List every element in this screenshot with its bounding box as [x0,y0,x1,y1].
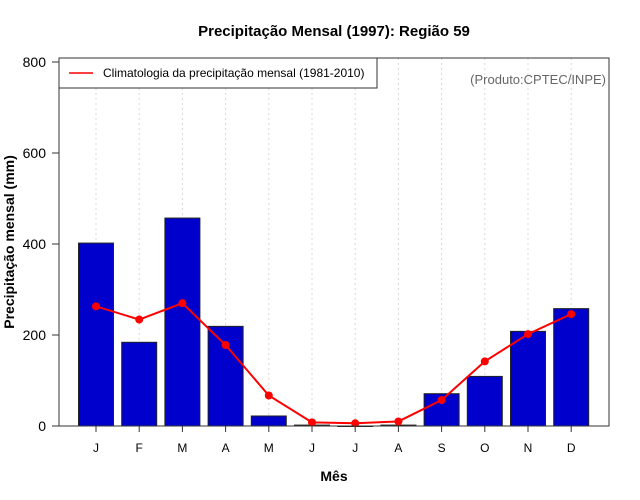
climatology-point-2 [178,299,187,308]
y-tick-label: 0 [38,418,46,434]
x-axis-label: Mês [320,468,347,484]
climatology-point-0 [92,302,100,311]
bar-1 [121,341,158,427]
climatology-point-11 [567,310,576,319]
chart-title: Precipitação Mensal (1997): Região 59 [198,23,470,40]
climatology-line [92,299,576,428]
x-tick-label: N [524,441,533,455]
climatology-point-4 [264,391,273,400]
climatology-point-3 [221,341,230,350]
bar-0 [78,242,114,427]
y-axis-label: Precipitação mensal (mm) [1,155,17,329]
bar-10 [510,330,546,427]
bar-11 [553,308,590,427]
legend: Climatologia da precipitação mensal (198… [58,57,378,89]
y-tick-label: 800 [23,54,47,70]
bars [78,217,590,427]
x-tick-label: M [264,441,274,455]
y-tick-label: 200 [23,327,47,343]
x-tick-label: J [93,441,99,455]
x-tick-label: O [480,441,489,455]
climatology-point-10 [524,330,532,339]
climatology-point-8 [437,396,446,405]
x-tick-label: M [177,441,187,455]
bar-2 [164,217,201,427]
climatology-point-9 [480,357,489,366]
legend-label: Climatologia da precipitação mensal (198… [103,66,364,80]
x-tick-label: F [136,441,143,455]
x-tick-label: J [352,441,358,455]
y-tick-label: 400 [23,236,47,252]
x-tick-label: J [309,441,315,455]
climatology-point-5 [308,418,316,427]
x-tick-label: S [438,441,446,455]
legend-box [58,57,378,89]
y-tick-label: 600 [23,145,47,161]
climatology-point-6 [351,419,360,428]
bar-9 [466,375,503,427]
x-tick-label: A [394,441,402,455]
bar-4 [250,415,287,427]
x-tick-label: D [567,441,576,455]
x-tick-label: A [222,441,230,455]
y-axis: 0 200 400 600 800 [23,54,59,434]
climatology-point-7 [394,417,403,426]
credit-annotation: (Produto:CPTEC/INPE) [470,72,606,87]
climatology-polyline [95,301,572,425]
climatology-point-1 [135,315,144,324]
